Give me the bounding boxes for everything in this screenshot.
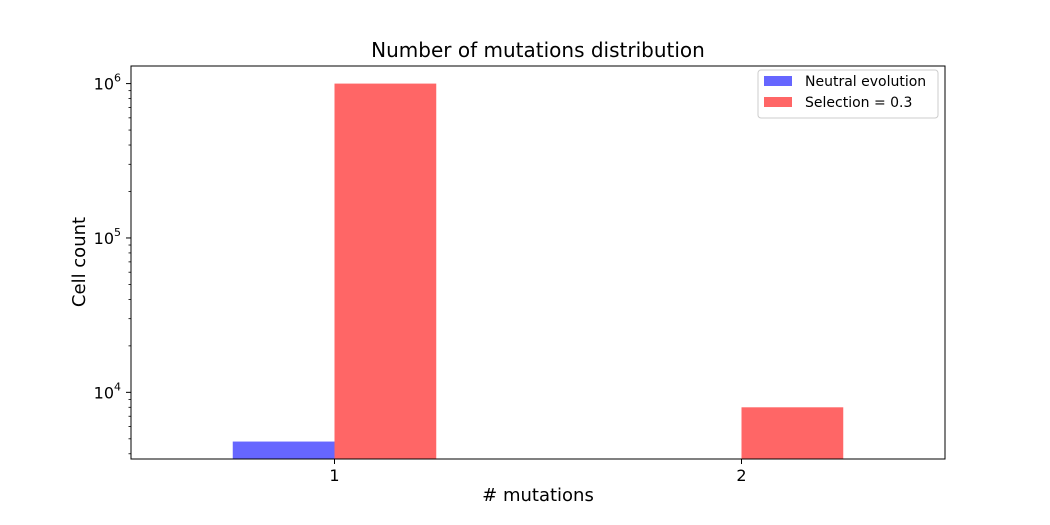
y-axis: 104 105 106: [94, 72, 131, 455]
plot-frame: [130, 65, 946, 460]
legend-label: Selection = 0.3: [805, 95, 912, 111]
y-axis-label: Cell count: [69, 217, 90, 307]
bar-neutral-1: [232, 441, 335, 459]
x-tick-label: 1: [329, 466, 339, 485]
legend-box: [757, 69, 939, 119]
legend-swatch: [764, 76, 792, 86]
bars: [232, 83, 844, 459]
x-axis-label: # mutations: [482, 485, 594, 506]
bar-selection-1: [334, 83, 437, 459]
legend: Neutral evolution Selection = 0.3: [757, 69, 939, 119]
legend-label: Neutral evolution: [805, 74, 926, 90]
y-tick-label: 106: [94, 72, 121, 94]
bar-selection-2: [741, 407, 844, 459]
x-tick-label: 2: [736, 466, 746, 485]
legend-swatch: [764, 97, 792, 107]
y-tick-label: 104: [94, 380, 121, 402]
y-tick-label: 105: [94, 226, 121, 248]
chart-title: Number of mutations distribution: [371, 38, 705, 62]
